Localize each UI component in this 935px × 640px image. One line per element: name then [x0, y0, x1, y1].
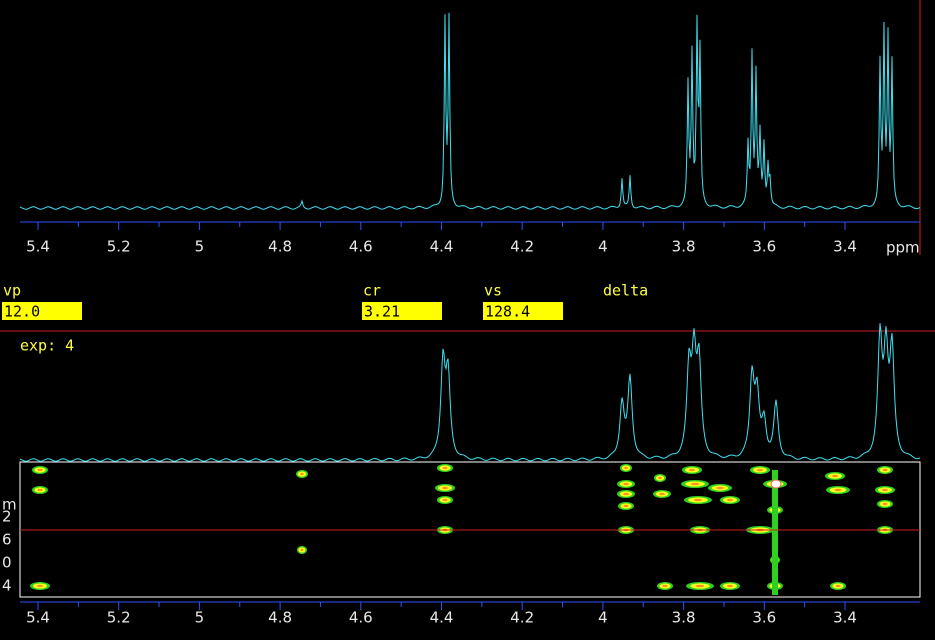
tick-label: 5 [195, 609, 205, 627]
contour [834, 488, 842, 492]
contour [835, 584, 841, 588]
contour [716, 486, 724, 490]
contour [300, 472, 304, 476]
parameter-label: vp [3, 282, 21, 300]
tick-label: 4.8 [268, 238, 292, 256]
tick-label: 4.6 [349, 609, 373, 627]
tick-label: 4.2 [510, 609, 534, 627]
contour [442, 486, 448, 490]
contour [37, 488, 43, 492]
contour [727, 584, 733, 588]
contour [623, 482, 629, 486]
tick-label: 3.8 [672, 238, 696, 256]
tick-label: 4.2 [510, 238, 534, 256]
tick-label: 4 [598, 238, 608, 256]
parameter-field [483, 302, 563, 320]
contour [695, 584, 705, 588]
contour [832, 474, 838, 478]
spectrum-1d [19, 12, 921, 210]
tick-label: 4.8 [268, 609, 292, 627]
contour [882, 502, 888, 506]
side-label: 2 [2, 508, 12, 526]
tick-label: 3.8 [672, 609, 696, 627]
side-label: 6 [2, 531, 12, 549]
axis-unit: ppm [886, 239, 920, 257]
parameter-value: 3.21 [364, 303, 400, 321]
tick-label: 3.4 [833, 238, 857, 256]
tick-label: 3.6 [752, 609, 776, 627]
contour [727, 498, 733, 502]
side-label: 4 [2, 577, 12, 595]
tick-label: 3.6 [752, 238, 776, 256]
contour [882, 468, 888, 472]
contour [658, 476, 662, 480]
parameter-label: cr [363, 282, 381, 300]
contour [37, 468, 43, 472]
parameter-field [2, 302, 82, 320]
experiment-label: exp: 4 [20, 337, 74, 355]
projection [19, 323, 921, 462]
contour [690, 482, 700, 486]
contour [689, 468, 695, 472]
side-label: m [2, 496, 17, 514]
tick-label: 5 [195, 238, 205, 256]
tick-label: 4 [598, 609, 608, 627]
tick-label: 3.4 [833, 609, 857, 627]
contour [757, 468, 763, 472]
parameter-value: 128.4 [485, 303, 530, 321]
tick-label: 5.2 [107, 238, 131, 256]
contour [623, 504, 629, 508]
tick-label: 4.4 [430, 238, 454, 256]
parameter-field [362, 302, 442, 320]
contour [770, 479, 782, 489]
contour-plot [30, 464, 895, 595]
contour [300, 548, 304, 552]
parameter-label: vs [484, 282, 502, 300]
tick-label: 4.6 [349, 238, 373, 256]
contour [693, 498, 703, 502]
contour [624, 466, 628, 470]
parameter-value: 12.0 [4, 303, 40, 321]
contour [882, 488, 888, 492]
tick-label: 5.2 [107, 609, 131, 627]
side-label: 0 [2, 554, 12, 572]
tick-label: 5.4 [26, 238, 50, 256]
tick-label: 5.4 [26, 609, 50, 627]
contour [37, 584, 43, 588]
mode-label: delta [603, 282, 648, 300]
contour [442, 466, 448, 470]
contour [772, 470, 778, 595]
contour [623, 492, 629, 496]
tick-label: 4.4 [430, 609, 454, 627]
contour [442, 498, 448, 502]
contour [662, 584, 668, 588]
contour [659, 492, 665, 496]
